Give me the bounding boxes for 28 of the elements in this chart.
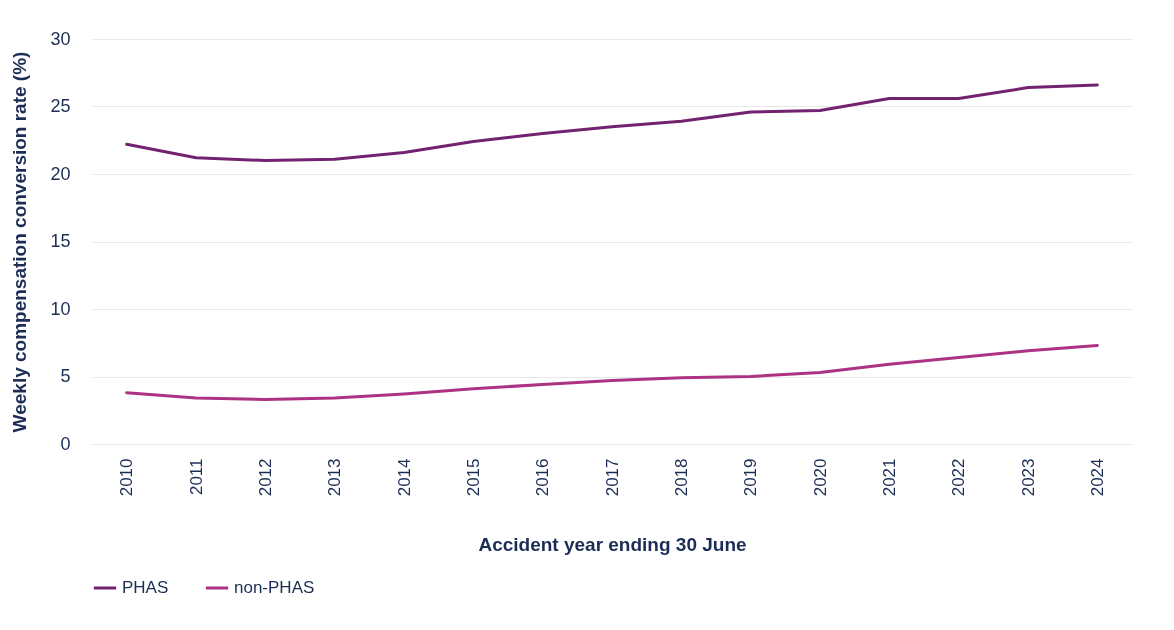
legend-label: non-PHAS <box>234 578 315 597</box>
legend-label: PHAS <box>122 578 169 597</box>
x-tick-label: 2024 <box>1087 458 1107 497</box>
x-tick-label: 2011 <box>186 458 206 496</box>
line-series <box>125 83 1099 162</box>
x-tick-label: 2014 <box>394 458 414 497</box>
y-tick-label: 15 <box>50 231 71 251</box>
x-tick-label: 2016 <box>533 458 553 497</box>
x-tick-label: 2023 <box>1018 458 1038 497</box>
x-tick-label: 2017 <box>602 458 622 497</box>
x-tick-label: 2019 <box>741 458 761 497</box>
line-series <box>125 343 1099 401</box>
y-tick-label: 20 <box>50 163 71 184</box>
x-tick-label: 2021 <box>879 458 899 497</box>
x-tick-label: 2018 <box>671 458 691 497</box>
x-tick-label: 2012 <box>255 458 275 497</box>
x-tick-label: 2020 <box>810 458 830 497</box>
x-tick-label: 2010 <box>117 458 137 497</box>
x-tick-label: 2015 <box>463 458 483 497</box>
y-tick-label: 30 <box>50 28 71 49</box>
x-tick-label: 2013 <box>325 458 345 497</box>
y-tick-label: 0 <box>60 433 71 454</box>
y-tick-label: 5 <box>60 366 71 386</box>
y-tick-label: 25 <box>50 96 71 116</box>
x-tick-label: 2022 <box>949 458 969 497</box>
x-axis-title: Accident year ending 30 June <box>478 534 747 556</box>
y-axis-title: Weekly compensation conversion rate (%) <box>9 51 31 433</box>
y-tick-label: 10 <box>50 298 71 319</box>
